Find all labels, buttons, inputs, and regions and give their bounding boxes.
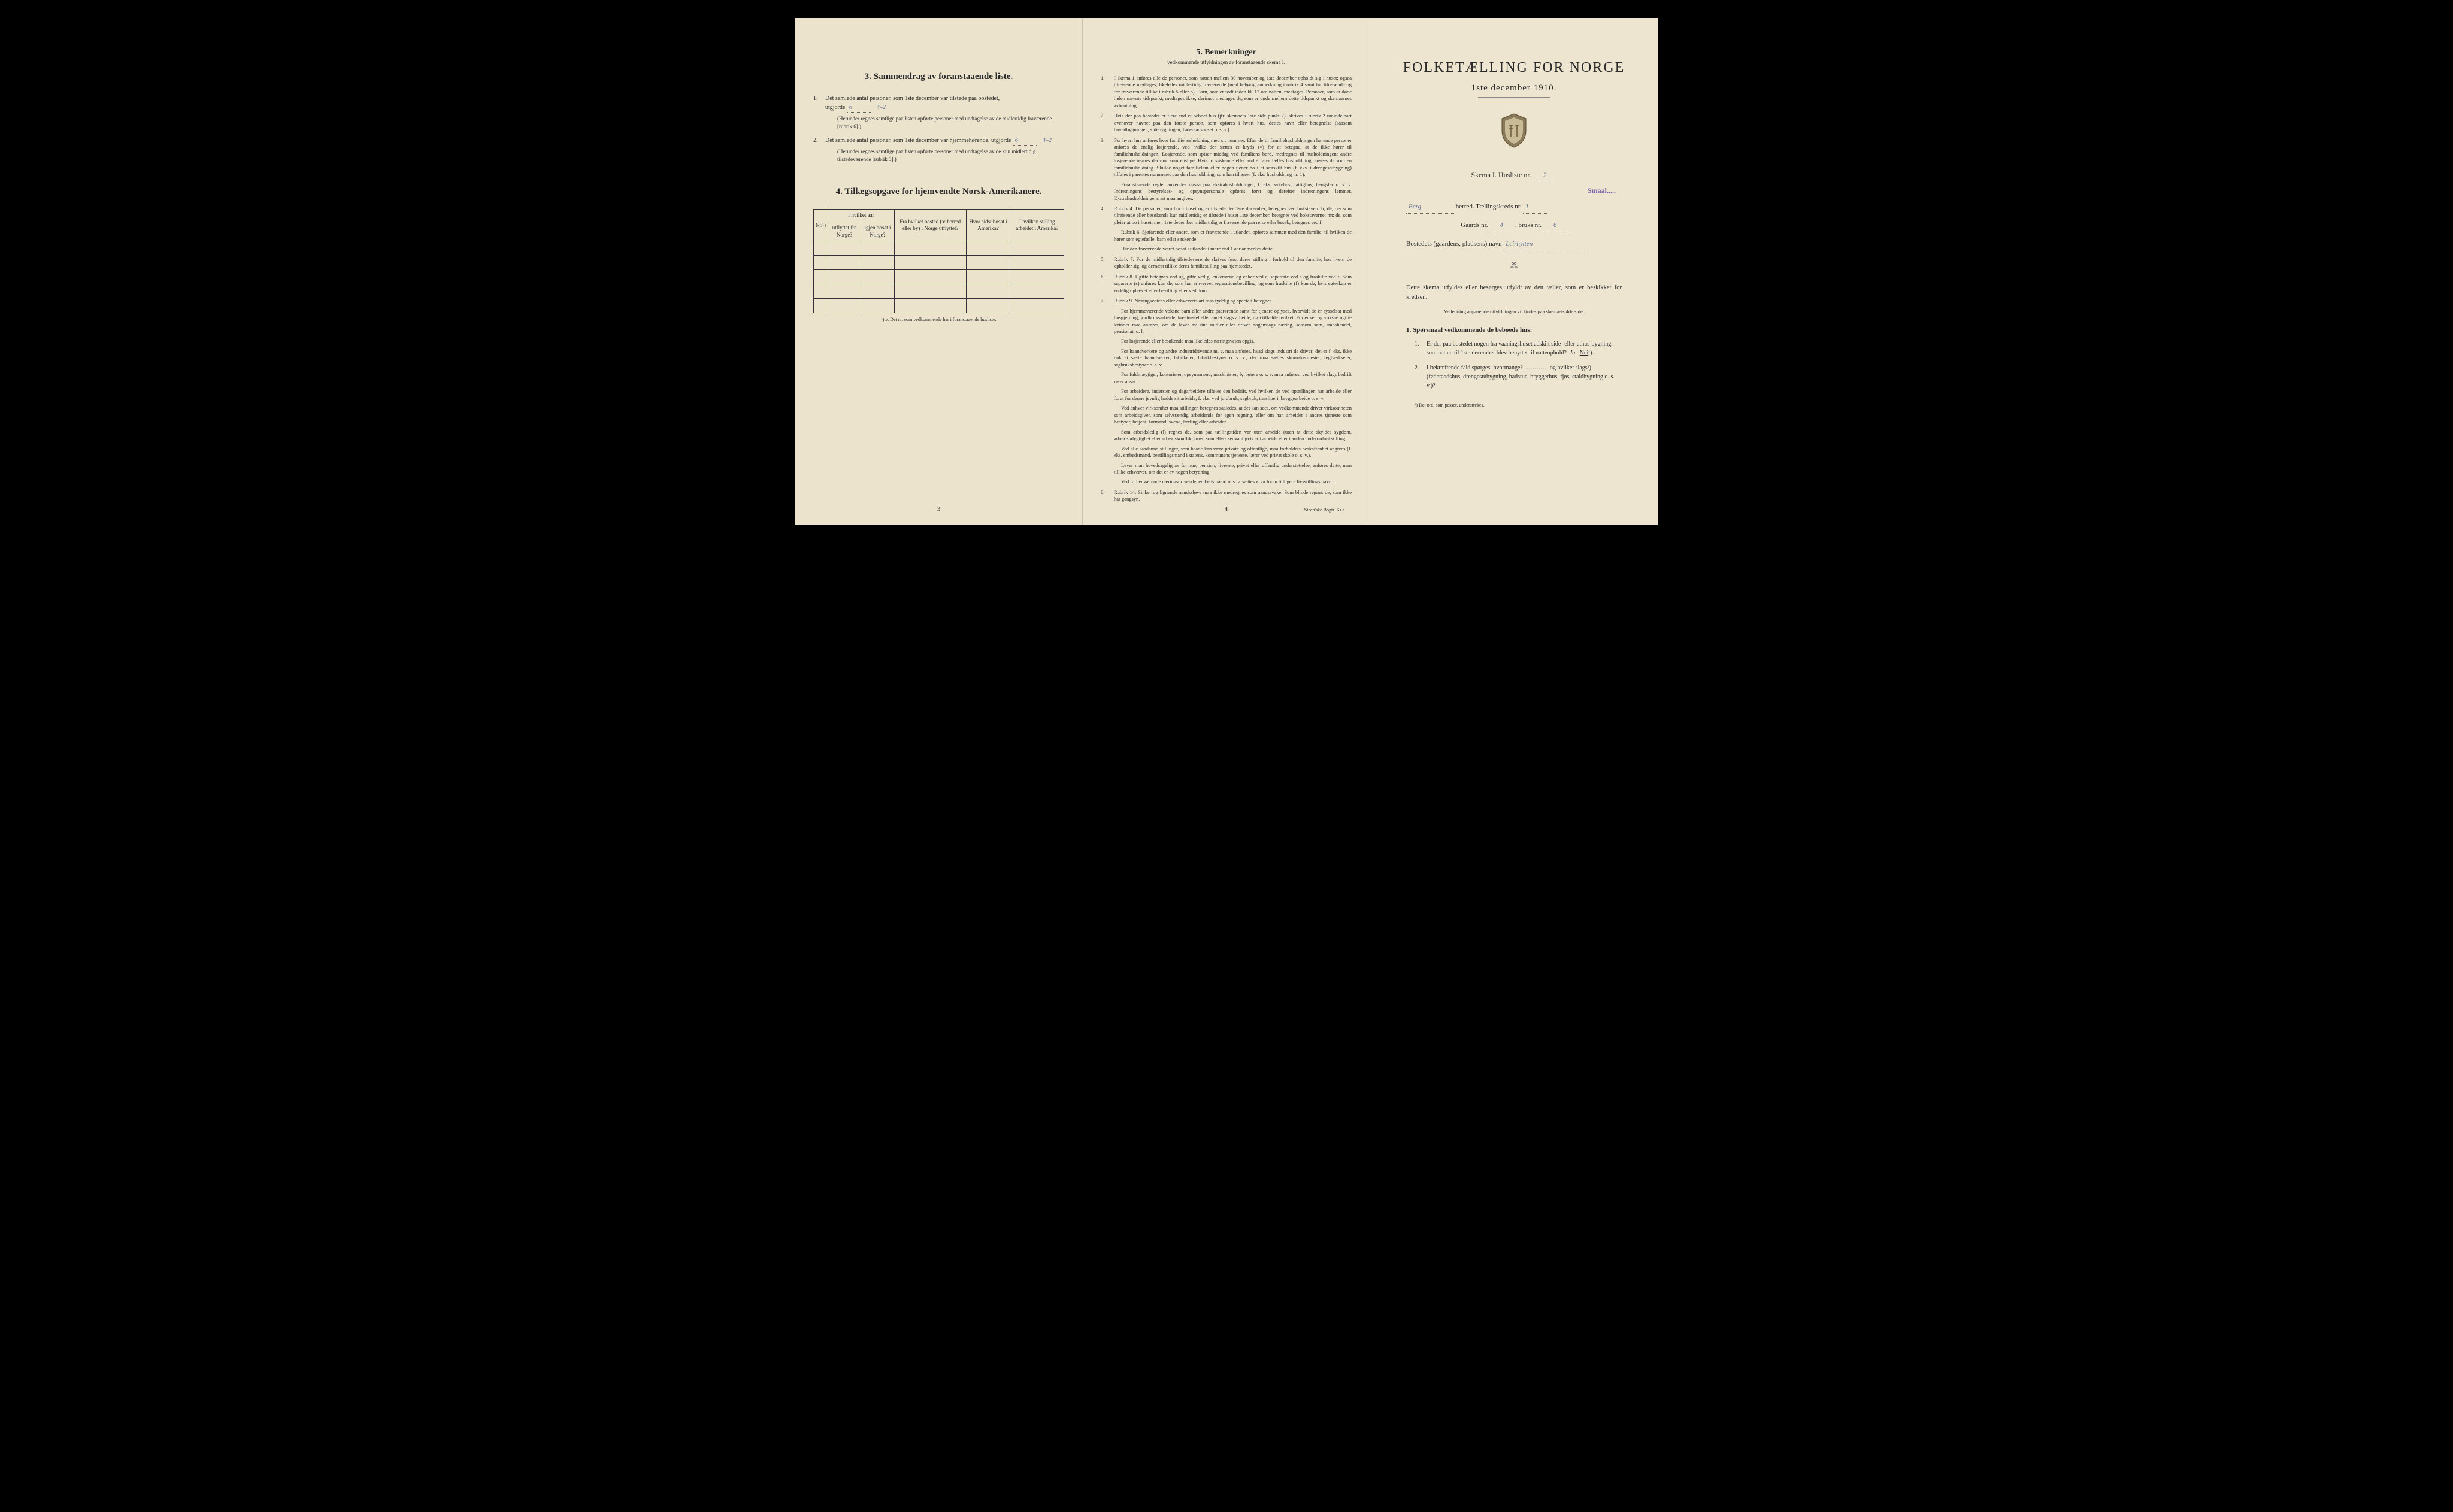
table-row — [814, 284, 1064, 299]
th-emigrated: utflyttet fra Norge? — [828, 222, 861, 241]
item1-note: (Herunder regnes samtlige paa listen opf… — [837, 115, 1064, 130]
summary-item-1: 1. Det samlede antal personer, som 1ste … — [813, 94, 1064, 130]
remark-2: Hvis der paa bostedet er flere end ét be… — [1114, 113, 1352, 133]
th-where: Hvor sidst bosat i Amerika? — [966, 210, 1010, 241]
question-list: 1. Er der paa bostedet nogen fra vaaning… — [1415, 340, 1622, 390]
question-2: I bekræftende fald spørges: hvormange? …… — [1427, 363, 1622, 390]
remark-7: Rubrik 9. Næringsveiens eller erhvervets… — [1114, 298, 1352, 486]
husliste-nr: 2 — [1533, 171, 1557, 180]
bosted-line: Bostedets (gaardens, pladsens) navn Leir… — [1406, 238, 1622, 251]
remark-8: Rubrik 14. Sinker og lignende aandssløve… — [1114, 489, 1352, 503]
table-row — [814, 299, 1064, 313]
remark-6: Rubrik 8. Ugifte betegnes ved ug, gifte … — [1114, 274, 1352, 294]
herred-line: Berg herred. Tællingskreds nr. 1 — [1406, 201, 1622, 214]
th-years: I hvilket aar — [828, 210, 894, 222]
herred-name: Berg — [1406, 201, 1454, 214]
table-row — [814, 270, 1064, 284]
gaard-nr: 4 — [1489, 220, 1513, 232]
bruk-nr: 6 — [1543, 220, 1567, 232]
emigrant-table: Nr.¹) I hvilket aar Fra hvilket bosted (… — [813, 209, 1064, 313]
item1-value-total: 6 — [847, 103, 871, 113]
footnote-definition: ¹) Det ord, som passer, understrekes. — [1415, 402, 1622, 408]
gaard-line: Gaards nr. 4 , bruks nr. 6 — [1406, 220, 1622, 232]
th-occupation: I hvilken stilling arbeidet i Amerika? — [1010, 210, 1064, 241]
ornament-icon: ⁂ — [1388, 261, 1640, 271]
item2-text: Det samlede antal personer, som 1ste dec… — [825, 137, 1011, 144]
census-date: 1ste december 1910. — [1388, 83, 1640, 93]
th-returned: igjen bosat i Norge? — [861, 222, 895, 241]
guidance-note: Veiledning angaaende utfyldningen vil fi… — [1388, 308, 1640, 314]
divider — [1478, 97, 1550, 98]
remark-3: For hvert hus anføres hver familiehushol… — [1114, 137, 1352, 202]
page-1-title: FOLKETÆLLING FOR NORGE 1ste december 191… — [1370, 18, 1658, 525]
coat-of-arms-icon — [1388, 113, 1640, 156]
remarks-subtitle: vedkommende utfyldningen av foranstaaend… — [1101, 59, 1352, 65]
kreds-nr: 1 — [1523, 201, 1547, 214]
item2-note: (Herunder regnes samtlige paa listen opf… — [837, 148, 1064, 163]
printer-mark: Steen'ske Bogtr. Kr.a. — [1304, 507, 1346, 513]
item1-value-split: 4–2 — [877, 104, 886, 111]
census-document: 3. Sammendrag av foranstaaende liste. 1.… — [795, 18, 1658, 525]
page-4-remarks: 5. Bemerkninger vedkommende utfyldningen… — [1083, 18, 1370, 525]
filling-instruction: Dette skema utfyldes eller besørges utfy… — [1406, 283, 1622, 302]
remark-4: Rubrik 4. De personer, som bor i huset o… — [1114, 205, 1352, 253]
table-row — [814, 241, 1064, 256]
th-nr: Nr.¹) — [814, 210, 828, 241]
th-from: Fra hvilket bosted (ɔ: herred eller by) … — [894, 210, 966, 241]
question-heading: 1. Spørsmaal vedkommende de beboede hus: — [1406, 326, 1622, 334]
document-title: FOLKETÆLLING FOR NORGE — [1388, 60, 1640, 76]
table-footnote: ¹) ɔ: Det nr. som vedkommende har i fora… — [813, 317, 1064, 322]
county-stamp: Smaal..... — [1388, 186, 1616, 195]
item2-value-total: 6 — [1013, 136, 1037, 146]
remarks-list: 1.I skema 1 anføres alle de personer, so… — [1101, 75, 1352, 503]
item1-text: Det samlede antal personer, som 1ste dec… — [825, 95, 1000, 102]
question-1: Er der paa bostedet nogen fra vaaningshu… — [1427, 340, 1622, 357]
remarks-title: 5. Bemerkninger — [1101, 48, 1352, 57]
page-number: 4 — [1225, 505, 1228, 513]
page-3-summary: 3. Sammendrag av foranstaaende liste. 1.… — [795, 18, 1083, 525]
summary-item-2: 2. Det samlede antal personer, som 1ste … — [813, 136, 1064, 163]
remark-1: I skema 1 anføres alle de personer, som … — [1114, 75, 1352, 109]
table-row — [814, 256, 1064, 270]
remark-5: Rubrik 7. For de midlertidig tilstedevær… — [1114, 256, 1352, 270]
page-number: 3 — [937, 505, 941, 513]
section-3-title: 3. Sammendrag av foranstaaende liste. — [813, 72, 1064, 82]
bosted-name: Leirhytten — [1503, 238, 1587, 251]
item2-value-split: 4–2 — [1043, 137, 1052, 144]
section-4-title: 4. Tillægsopgave for hjemvendte Norsk-Am… — [813, 187, 1064, 197]
skema-line: Skema I. Husliste nr. 2 — [1388, 171, 1640, 180]
